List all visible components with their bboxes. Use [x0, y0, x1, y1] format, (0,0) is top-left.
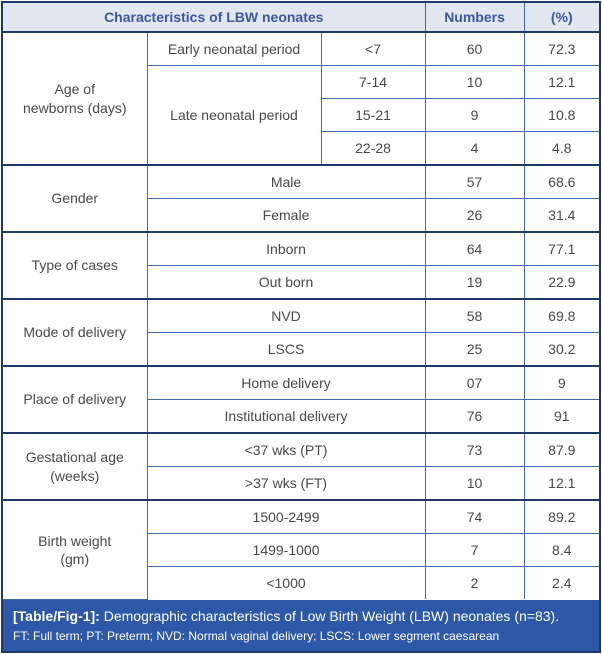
value-cell: Male — [146, 164, 426, 199]
value-cell: 22-28 — [321, 131, 426, 166]
value-cell: <37 wks (PT) — [146, 432, 426, 467]
category-cell-gestational-age: Gestational age (weeks) — [3, 432, 148, 501]
numbers-cell: 76 — [424, 399, 525, 434]
table-row: Place of delivery Home delivery 07 9 — [3, 365, 600, 434]
numbers-cell: 57 — [424, 164, 525, 199]
value-cell: 7-14 — [320, 65, 426, 99]
table-header-row: Characteristics of LBW neonates Numbers … — [3, 3, 600, 33]
subgroup-cell: Late neonatal period — [147, 65, 322, 166]
caption-text: Demographic characteristics of Low Birth… — [99, 607, 560, 624]
percent-cell: 12.1 — [523, 65, 600, 99]
value-cell: <7 — [320, 31, 426, 66]
category-cell-type: Type of cases — [3, 231, 148, 300]
value-cell: NVD — [146, 298, 426, 333]
category-cell-mode: Mode of delivery — [3, 298, 148, 367]
value-cell: Inborn — [146, 231, 426, 266]
percent-cell: 87.9 — [523, 432, 600, 467]
table-row: Gender Male 57 68.6 — [3, 164, 600, 233]
numbers-cell: 25 — [424, 332, 525, 367]
numbers-cell: 26 — [424, 198, 525, 233]
value-cell: Female — [147, 198, 426, 233]
percent-cell: 10.8 — [523, 98, 600, 132]
percent-cell: 12.1 — [523, 466, 600, 501]
percent-cell: 68.6 — [523, 164, 600, 199]
table-row: Age of newborns (days) Early neonatal pe… — [3, 31, 600, 166]
value-cell: Institutional delivery — [147, 399, 426, 434]
table-row: 22-28 4 4.8 — [3, 131, 600, 166]
numbers-cell: 7 — [424, 533, 525, 567]
value-cell: 1500-2499 — [146, 499, 426, 534]
category-cell-place: Place of delivery — [3, 365, 148, 434]
numbers-cell: 10 — [424, 466, 525, 501]
value-cell: <1000 — [147, 566, 426, 599]
category-cell-gender: Gender — [3, 164, 148, 233]
percent-cell: 4.8 — [523, 131, 600, 166]
table-row: Female 26 31.4 — [3, 198, 600, 233]
numbers-cell: 9 — [424, 98, 525, 132]
subgroup-cell: Early neonatal period — [146, 31, 322, 66]
percent-cell: 9 — [523, 365, 600, 400]
percent-cell: 72.3 — [523, 31, 600, 66]
column-header-percent: (%) — [523, 3, 600, 33]
percent-cell: 22.9 — [523, 265, 600, 300]
numbers-cell: 4 — [424, 131, 525, 166]
value-cell: 15-21 — [321, 98, 426, 132]
category-cell-birth-weight: Birth weight (gm) — [3, 499, 148, 600]
category-cell-age: Age of newborns (days) — [3, 31, 148, 166]
table-row: 15-21 9 10.8 — [3, 98, 600, 132]
caption-tag: [Table/Fig-1]: — [13, 607, 100, 624]
table-row: >37 wks (FT) 10 12.1 — [3, 466, 600, 501]
percent-cell: 30.2 — [523, 332, 600, 367]
numbers-cell: 07 — [424, 365, 525, 400]
demographics-table: Characteristics of LBW neonates Numbers … — [3, 3, 600, 600]
table-row: Out born 19 22.9 — [3, 265, 600, 300]
value-cell: LSCS — [147, 332, 426, 367]
numbers-cell: 19 — [424, 265, 525, 300]
table-row: Birth weight (gm) 1500-2499 74 89.2 — [3, 499, 600, 600]
percent-cell: 69.8 — [523, 298, 600, 333]
table-row: 1499-1000 7 8.4 — [3, 533, 600, 567]
percent-cell: 31.4 — [523, 198, 600, 233]
numbers-cell: 64 — [424, 231, 525, 266]
numbers-cell: 60 — [424, 31, 525, 66]
numbers-cell: 58 — [424, 298, 525, 333]
percent-cell: 8.4 — [523, 533, 600, 567]
numbers-cell: 74 — [424, 499, 525, 534]
percent-cell: 77.1 — [523, 231, 600, 266]
numbers-cell: 10 — [424, 65, 525, 99]
percent-cell: 91 — [523, 399, 600, 434]
value-cell: Out born — [147, 265, 426, 300]
table-row: Type of cases Inborn 64 77.1 — [3, 231, 600, 300]
table-row: Mode of delivery NVD 58 69.8 — [3, 298, 600, 367]
column-header-numbers: Numbers — [424, 3, 525, 33]
caption-line: [Table/Fig-1]: Demographic characteristi… — [13, 607, 589, 625]
caption-abbreviations: FT: Full term; PT: Preterm; NVD: Normal … — [13, 628, 500, 643]
table-title: Characteristics of LBW neonates — [3, 3, 426, 33]
numbers-cell: 73 — [424, 432, 525, 467]
percent-cell: 2.4 — [523, 566, 600, 599]
table-row: <1000 2 2.4 — [3, 566, 600, 599]
percent-cell: 89.2 — [523, 499, 600, 534]
table-row: LSCS 25 30.2 — [3, 332, 600, 367]
numbers-cell: 2 — [424, 566, 525, 599]
table-caption-bar: [Table/Fig-1]: Demographic characteristi… — [3, 599, 599, 652]
value-cell: >37 wks (FT) — [147, 466, 426, 501]
value-cell: Home delivery — [146, 365, 426, 400]
table-row: Gestational age (weeks) <37 wks (PT) 73 … — [3, 432, 600, 501]
value-cell: 1499-1000 — [147, 533, 426, 567]
